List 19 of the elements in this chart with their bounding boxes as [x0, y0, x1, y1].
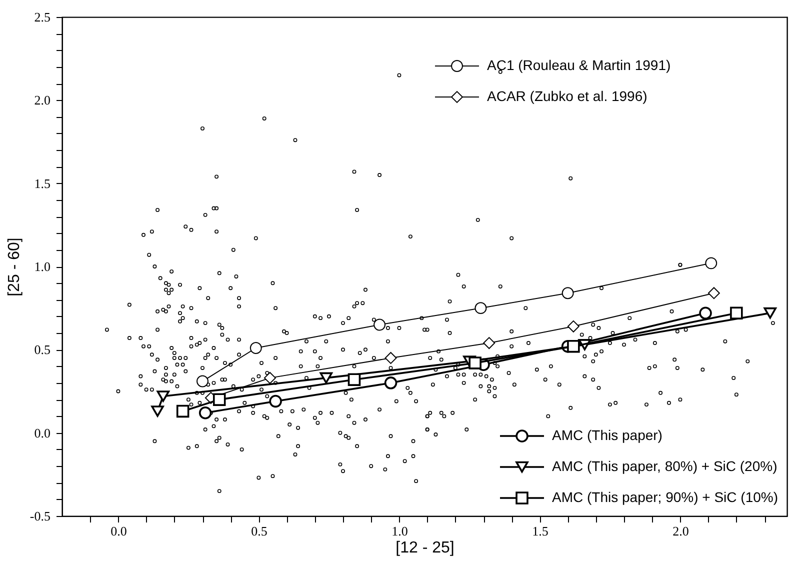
- y-tick-label: 2.5: [34, 10, 50, 24]
- y-tick-label: 1.5: [34, 176, 50, 191]
- y-tick-label: 0.5: [34, 342, 50, 358]
- y-tick-label: 2.0: [34, 92, 50, 108]
- x-tick-label: 0.0: [110, 524, 127, 538]
- x-tick-label: 0.5: [251, 524, 268, 538]
- legend-label: AMC (This paper; 90%) + SiC (10%): [552, 489, 778, 505]
- legend-label: AMC (This paper): [552, 427, 662, 443]
- y-tick-label: 1.0: [34, 259, 50, 274]
- y-tick-label: 0.0: [34, 425, 50, 440]
- legend-label: AC1 (Rouleau & Martin 1991): [487, 57, 671, 73]
- x-tick-label: 2.0: [672, 524, 689, 538]
- x-axis-title: [12 - 25]: [396, 540, 454, 556]
- y-axis-title: [25 - 60]: [6, 238, 23, 296]
- x-tick-label: 1.0: [392, 524, 408, 538]
- y-tick-label: -0.5: [30, 508, 50, 524]
- legend-label: AMC (This paper, 80%) + SiC (20%): [552, 458, 778, 474]
- x-tick-label: 1.5: [532, 524, 548, 538]
- legend-label: ACAR (Zubko et al. 1996): [487, 88, 648, 104]
